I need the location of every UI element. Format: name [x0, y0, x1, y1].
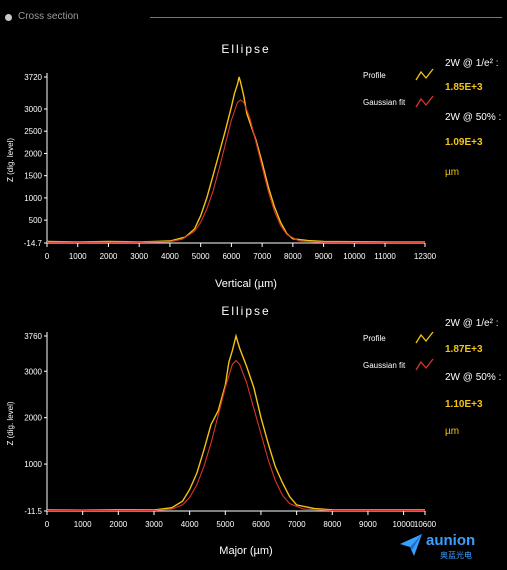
y-tick-label: 3760 [24, 332, 42, 341]
x-tick-label: 1000 [69, 252, 87, 261]
stat-50-label: 2W @ 50% : [445, 372, 502, 383]
x-tick-label: 10000 [392, 520, 415, 529]
major-cross-section-panel: Ellipse Major (µm) Z (dig. level) -11.5 1000… [0, 300, 507, 562]
logo-subtitle-text: 奥蓝光电 [440, 551, 472, 560]
x-tick-label: 3000 [145, 520, 163, 529]
major-profile-chart: Ellipse Major (µm) Z (dig. level) -11.5 1000… [6, 304, 437, 557]
x-tick-label: 8000 [284, 252, 302, 261]
x-tick-label: 6000 [222, 252, 240, 261]
legend-profile-label: Profile [363, 334, 386, 343]
y-tick-label: 1000 [24, 194, 42, 203]
x-tick-label: 7000 [288, 520, 306, 529]
y-axis-label: Z (dig. level) [6, 138, 15, 182]
stat-50-value: 1.09E+3 [445, 137, 483, 148]
y-tick-label: 2000 [24, 414, 42, 423]
cross-section-header: Cross section [0, 0, 507, 34]
x-tick-label: 5000 [216, 520, 234, 529]
y-tick-label: 3000 [24, 105, 42, 114]
logo-brand-text: aunion [426, 532, 476, 549]
profile-series-line [46, 333, 425, 511]
stat-unit: µm [445, 426, 460, 437]
x-tick-label: 8000 [323, 520, 341, 529]
paper-plane-icon [400, 534, 422, 556]
legend-profile-swatch [415, 68, 434, 81]
x-tick-label: 0 [45, 252, 50, 261]
y-tick-label: -11.5 [24, 507, 42, 516]
y-tick-label: 500 [29, 216, 43, 225]
legend-gaussian-swatch [415, 95, 434, 108]
x-tick-label: 10600 [414, 520, 437, 529]
section-title: Cross section [18, 11, 79, 22]
y-tick-label: 1500 [24, 172, 42, 181]
chart-title: Ellipse [221, 304, 270, 318]
x-tick-label: 11000 [374, 252, 396, 261]
brand-logo: aunion 奥蓝光电 [398, 530, 498, 564]
x-axis-label: Vertical (µm) [215, 278, 277, 290]
y-tick-label: 3720 [24, 73, 42, 82]
stat-1e2-value: 1.85E+3 [445, 82, 483, 93]
x-axis-label: Major (µm) [219, 545, 272, 557]
x-tick-label: 6000 [252, 520, 270, 529]
x-tick-label: 5000 [192, 252, 210, 261]
vertical-profile-chart: Ellipse Vertical (µm) Z (dig. level) -14.7 5… [6, 42, 437, 290]
status-dot-icon [5, 14, 12, 21]
x-tick-label: 9000 [359, 520, 377, 529]
legend-profile-swatch [415, 331, 434, 344]
x-tick-label: 4000 [161, 252, 179, 261]
x-tick-label: 3000 [130, 252, 148, 261]
y-tick-label: 1000 [24, 460, 42, 469]
y-tick-label: 3000 [24, 367, 42, 376]
stat-1e2-label: 2W @ 1/e² : [445, 58, 499, 69]
gaussian-fit-series-line [47, 99, 425, 243]
legend-gaussian-swatch [415, 358, 434, 371]
gaussian-fit-series-line [47, 359, 425, 512]
vertical-cross-section-panel: Ellipse Vertical (µm) Z (dig. level) -14.7 5… [0, 36, 507, 296]
x-tick-label: 0 [45, 520, 50, 529]
x-tick-label: 9000 [315, 252, 333, 261]
chart-title: Ellipse [221, 42, 270, 56]
x-tick-label: 10000 [343, 252, 366, 261]
stat-unit: µm [445, 167, 460, 178]
x-tick-label: 4000 [181, 520, 199, 529]
y-tick-label: -14.7 [24, 239, 43, 248]
header-divider [150, 17, 502, 18]
stat-1e2-label: 2W @ 1/e² : [445, 318, 499, 329]
legend-gaussian-label: Gaussian fit [363, 361, 406, 370]
legend-profile-label: Profile [363, 71, 386, 80]
y-axis-label: Z (dig. level) [6, 401, 15, 445]
y-tick-label: 2500 [24, 127, 42, 136]
y-tick-label: 2000 [24, 149, 42, 158]
stat-1e2-value: 1.87E+3 [445, 344, 483, 355]
x-tick-label: 1000 [74, 520, 92, 529]
stat-50-label: 2W @ 50% : [445, 112, 502, 123]
stat-50-value: 1.10E+3 [445, 399, 483, 410]
x-tick-label: 2000 [100, 252, 118, 261]
legend-gaussian-label: Gaussian fit [363, 98, 406, 107]
x-tick-label: 7000 [253, 252, 271, 261]
x-tick-label: 2000 [109, 520, 127, 529]
x-tick-label: 12300 [414, 252, 437, 261]
